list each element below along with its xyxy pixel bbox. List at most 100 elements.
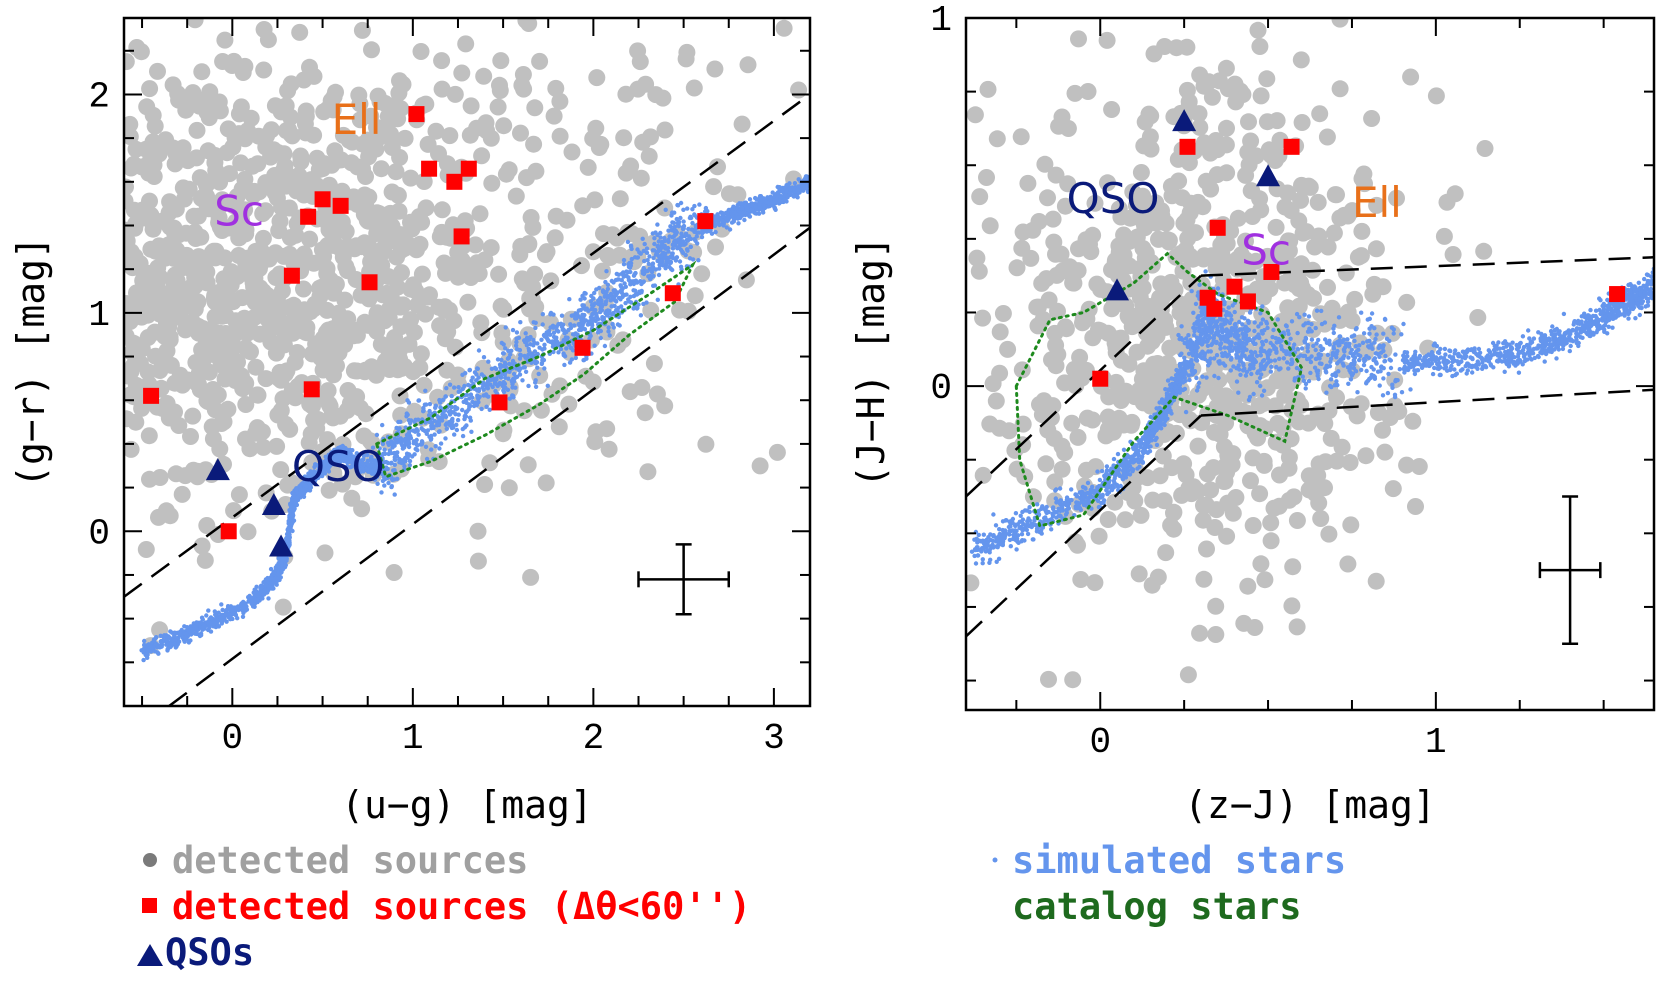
simulated-star-point <box>548 310 554 316</box>
detected-source-point <box>462 257 480 275</box>
detected-source-point <box>1198 540 1215 558</box>
detected-source-point <box>310 161 328 178</box>
simulated-star-point <box>674 216 679 222</box>
simulated-star-point <box>608 298 613 303</box>
detected-source-point <box>257 370 275 388</box>
detected-source-point <box>265 141 283 159</box>
simulated-star-point <box>416 417 421 422</box>
simulated-star-point <box>433 404 438 409</box>
detected-source-point <box>1194 198 1212 216</box>
simulated-star-point <box>325 464 331 469</box>
detected-source-point <box>1217 59 1235 77</box>
simulated-star-point <box>351 454 356 459</box>
simulated-star-point <box>628 243 634 248</box>
detected-source-point <box>551 92 569 110</box>
simulated-star-point <box>243 608 248 613</box>
detected-source-point <box>974 309 992 327</box>
detected-source-point <box>1086 574 1104 592</box>
detected-source-point <box>1301 178 1319 196</box>
simulated-star-point <box>416 398 422 403</box>
simulated-star-point <box>615 277 620 282</box>
detected-source-point <box>1099 408 1117 426</box>
detected-source-point <box>1181 394 1199 412</box>
simulated-star-point <box>652 241 657 247</box>
detected-source-point <box>1123 413 1141 431</box>
detected-source-point <box>393 264 410 282</box>
detected-source-point <box>1070 30 1087 48</box>
detected-source-point <box>1037 455 1055 473</box>
simulated-star-point <box>561 338 566 343</box>
simulated-star-point <box>681 219 686 224</box>
simulated-star-point <box>690 257 696 262</box>
simulated-star-point <box>252 587 257 592</box>
simulated-star-point <box>647 266 652 271</box>
simulated-star-point <box>514 347 520 352</box>
detected-source-point <box>1149 568 1167 586</box>
simulated-star-point <box>670 210 675 215</box>
detected-source-point <box>1346 290 1364 308</box>
detected-source-point <box>338 262 356 280</box>
detected-source-point <box>1063 414 1081 432</box>
detected-source-point <box>237 221 255 239</box>
detected-source-point <box>733 115 751 133</box>
detected-source-point <box>1271 466 1288 484</box>
detected-source-point <box>433 52 451 70</box>
simulated-star-point <box>277 575 282 580</box>
simulated-star-point <box>562 362 567 368</box>
simulated-star-point <box>423 420 428 425</box>
simulated-star-point <box>1025 531 1031 537</box>
simulated-star-point <box>397 456 402 462</box>
simulated-star-point <box>606 310 611 315</box>
simulated-star-point <box>990 542 995 547</box>
detected-source-point <box>237 339 255 357</box>
detected-source-point <box>348 388 366 406</box>
simulated-star-point <box>382 477 388 482</box>
simulated-star-point <box>456 412 461 417</box>
simulated-star-point <box>403 455 408 461</box>
detected-source-point <box>1410 458 1428 475</box>
simulated-star-point <box>784 188 789 194</box>
simulated-star-point <box>666 228 671 233</box>
simulated-star-point <box>286 521 291 526</box>
simulated-star-point <box>684 247 690 252</box>
simulated-star-point <box>467 415 473 420</box>
detected-source-point <box>288 344 306 361</box>
simulated-star-point <box>617 323 622 328</box>
simulated-star-point <box>141 648 146 653</box>
simulated-star-point <box>610 321 615 327</box>
simulated-star-point <box>300 481 305 486</box>
detected-source-point <box>236 201 254 219</box>
simulated-star-point <box>754 211 759 216</box>
detected-source-point <box>1384 480 1402 498</box>
simulated-star-point <box>693 226 698 231</box>
detected-source-point <box>436 298 454 316</box>
simulated-star-point <box>426 413 432 418</box>
detected-source-point <box>1063 263 1081 281</box>
simulated-star-point <box>437 429 442 434</box>
simulated-star-point <box>365 458 371 463</box>
detected-source-point <box>1131 200 1149 218</box>
detected-source-point <box>1110 243 1128 261</box>
detected-source-point <box>1163 187 1181 205</box>
simulated-star-point <box>424 456 430 462</box>
simulated-star-point <box>389 460 394 465</box>
detected-source-point <box>656 121 674 139</box>
simulated-star-point <box>676 224 681 229</box>
detected-source-point <box>137 541 155 558</box>
detected-source-point <box>518 169 535 187</box>
detected-source-point <box>1239 577 1257 595</box>
simulated-star-point <box>452 385 457 390</box>
simulated-star-point <box>429 421 435 426</box>
simulated-star-point <box>291 518 297 523</box>
simulated-star-point <box>757 202 763 207</box>
simulated-star-point <box>656 239 661 244</box>
simulated-star-point <box>662 255 668 260</box>
simulated-star-point <box>276 561 281 566</box>
detected-source-point <box>615 129 633 147</box>
detected-source-point <box>988 130 1006 148</box>
simulated-star-point <box>248 595 253 600</box>
detected-source-point <box>1157 544 1175 562</box>
detected-source-point <box>1105 423 1122 441</box>
simulated-star-point <box>287 515 292 520</box>
detected-source-point <box>157 131 175 149</box>
